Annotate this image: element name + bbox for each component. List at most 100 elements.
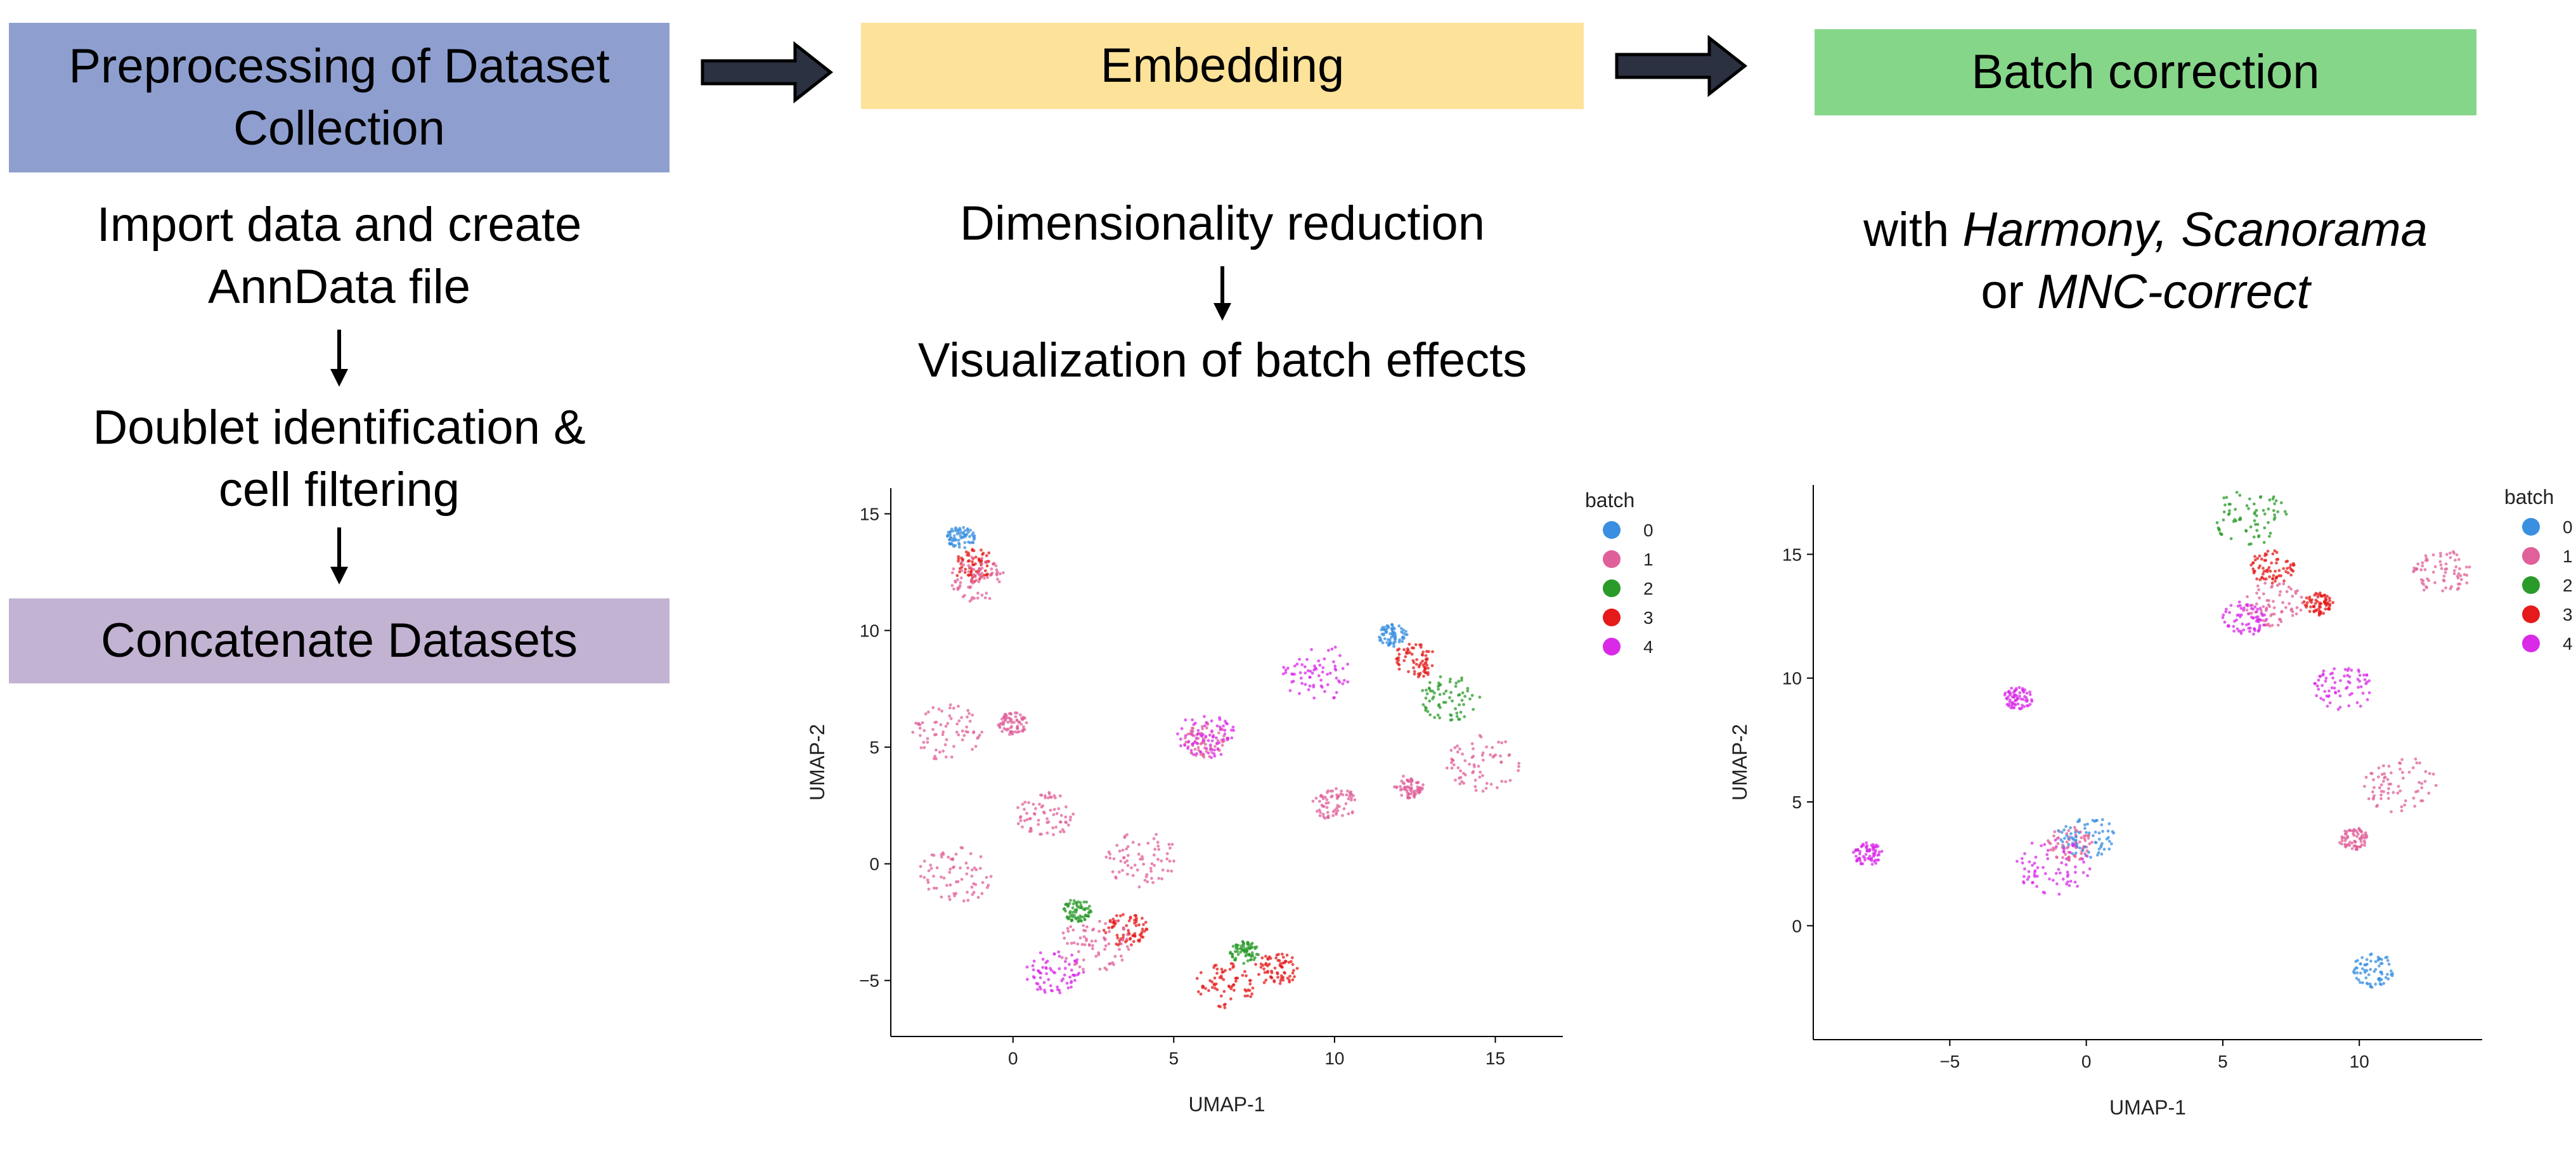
data-point	[1149, 869, 1153, 873]
data-point	[1854, 855, 1858, 858]
data-point	[940, 875, 943, 879]
data-point	[2107, 822, 2111, 825]
data-point	[1021, 729, 1024, 732]
data-point	[2249, 525, 2253, 529]
data-point	[1307, 688, 1311, 692]
data-point	[1451, 758, 1454, 762]
data-point	[960, 877, 964, 881]
data-point	[1028, 830, 1032, 833]
data-point	[2361, 981, 2364, 984]
data-point	[1323, 804, 1326, 808]
data-point	[2383, 775, 2387, 779]
data-point	[1387, 643, 1390, 647]
data-point	[2074, 851, 2078, 855]
data-point	[1104, 855, 1108, 859]
data-point	[2071, 843, 2074, 847]
data-point	[2375, 804, 2378, 808]
data-point	[1347, 797, 1350, 801]
data-point	[955, 722, 959, 726]
data-point	[1300, 663, 1304, 666]
data-point	[2256, 607, 2260, 611]
data-point	[2045, 853, 2049, 856]
data-point	[970, 555, 974, 559]
data-point	[2019, 707, 2022, 711]
data-point	[971, 560, 974, 564]
data-point	[1504, 740, 1507, 744]
data-point	[1474, 789, 1478, 792]
x-tick-label: 10	[1324, 1049, 1344, 1068]
point-cluster-batch-1	[1104, 832, 1175, 889]
data-point	[1318, 814, 1322, 818]
data-point	[2300, 595, 2303, 599]
data-point	[1116, 936, 1120, 939]
data-point	[2255, 529, 2259, 533]
data-point	[1496, 786, 1499, 789]
data-point	[2420, 786, 2424, 790]
data-point	[2042, 891, 2045, 894]
data-point	[1281, 672, 1285, 676]
data-point	[966, 560, 970, 563]
data-point	[1217, 731, 1220, 735]
data-point	[1222, 738, 1225, 741]
data-point	[2377, 775, 2380, 778]
data-point	[1500, 741, 1504, 745]
data-point	[1112, 857, 1116, 860]
data-point	[1458, 703, 1461, 707]
data-point	[1038, 803, 1041, 806]
data-point	[2308, 595, 2312, 599]
data-point	[2334, 690, 2337, 694]
data-point	[2021, 861, 2024, 865]
data-point	[1404, 633, 1408, 636]
data-point	[2305, 596, 2308, 600]
data-point	[2017, 686, 2021, 689]
data-point	[1321, 666, 1325, 669]
data-point	[1052, 833, 1055, 836]
data-point	[1001, 571, 1005, 574]
data-point	[999, 572, 1002, 576]
data-point	[933, 754, 936, 758]
data-point	[2359, 971, 2362, 975]
data-point	[1104, 944, 1108, 948]
data-point	[1426, 673, 1430, 676]
legend-label-batch-0: 0	[2563, 517, 2573, 537]
data-point	[2288, 602, 2291, 605]
data-point	[1418, 786, 1422, 789]
data-point	[1400, 794, 1404, 797]
data-point	[1865, 844, 1869, 848]
point-cluster-batch-3	[1195, 962, 1255, 1009]
data-point	[951, 529, 955, 533]
data-point	[1072, 941, 1076, 945]
data-point	[2236, 614, 2239, 617]
data-point	[2081, 871, 2085, 874]
data-point	[2263, 581, 2267, 585]
data-point	[922, 860, 926, 863]
data-point	[2457, 572, 2461, 576]
data-point	[2350, 692, 2353, 695]
data-point	[2359, 837, 2362, 841]
data-point	[2382, 981, 2386, 985]
data-point	[2364, 775, 2368, 779]
data-point	[1009, 726, 1013, 730]
y-tick-label: 0	[1792, 916, 1802, 936]
data-point	[2066, 880, 2069, 884]
data-point	[2073, 854, 2076, 857]
data-point	[1210, 739, 1214, 742]
data-point	[1424, 709, 1427, 712]
data-point	[1058, 967, 1061, 971]
data-point	[1082, 929, 1085, 933]
data-point	[2078, 840, 2081, 844]
data-point	[2423, 780, 2427, 783]
legend-label-batch-1: 1	[2563, 546, 2573, 566]
data-point	[2291, 569, 2295, 573]
data-point	[2251, 561, 2255, 565]
data-point	[1870, 863, 1874, 866]
data-point	[1870, 844, 1874, 847]
data-point	[1406, 796, 1409, 799]
data-point	[1064, 820, 1067, 824]
data-point	[1247, 953, 1251, 957]
data-point	[2314, 602, 2317, 605]
data-point	[1066, 986, 1070, 990]
x-tick-label: 0	[2081, 1052, 2092, 1071]
data-point	[929, 867, 933, 870]
data-point	[1184, 718, 1188, 722]
